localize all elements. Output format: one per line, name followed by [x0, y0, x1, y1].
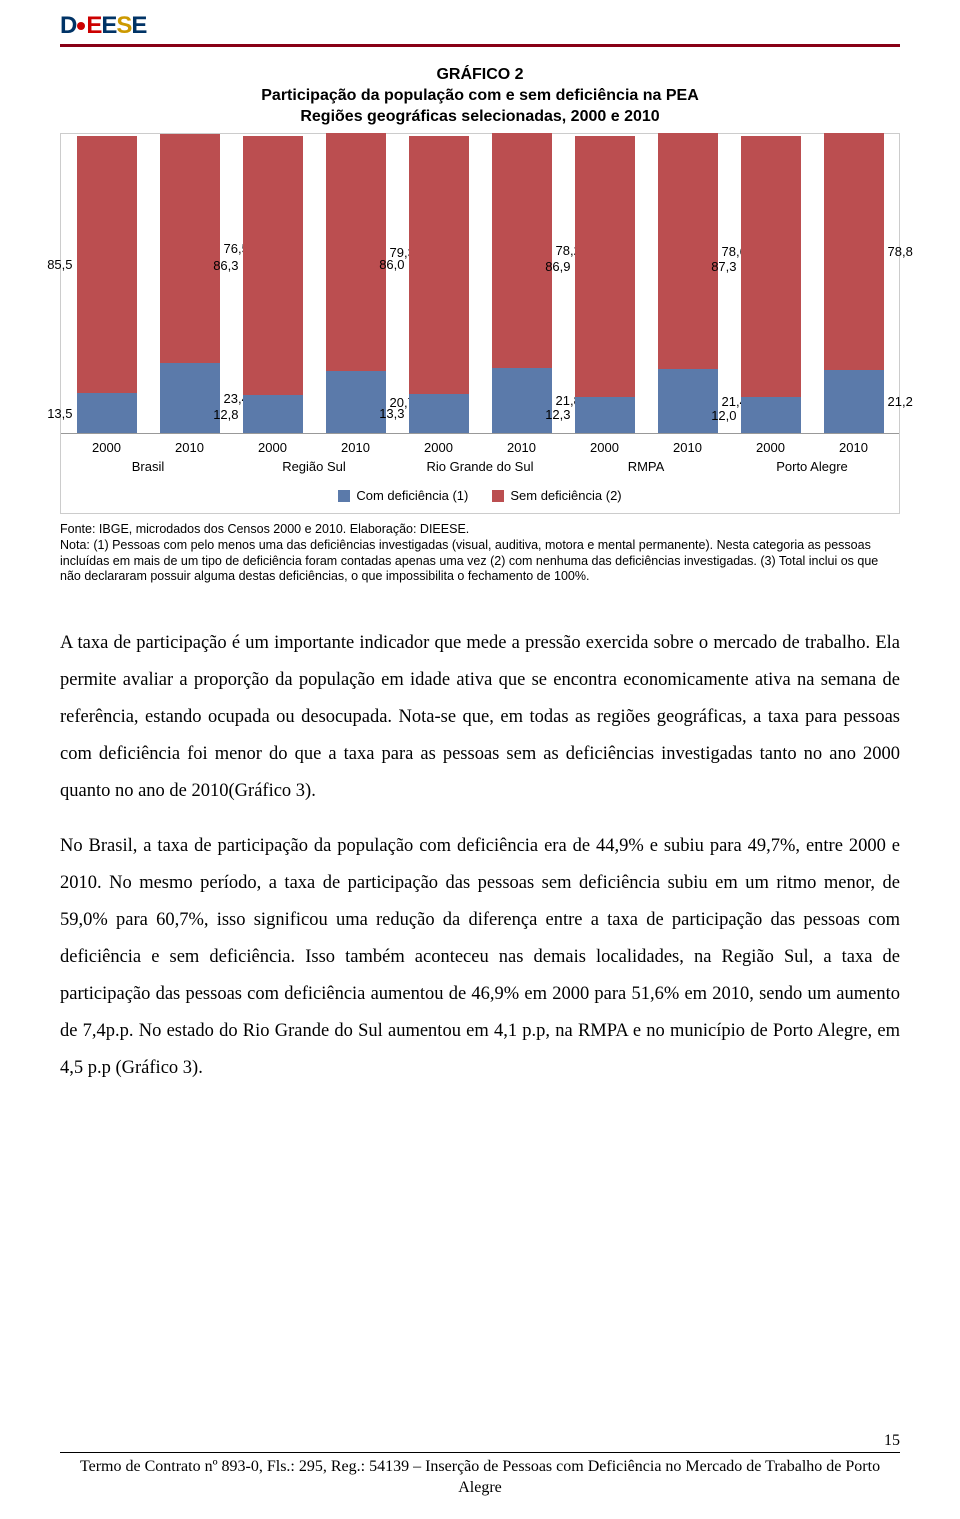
bar-column: 86,912,3 — [575, 133, 635, 433]
bar-column: 79,320,7 — [326, 133, 386, 433]
bar-column: 78,221,8 — [492, 133, 552, 433]
bar-seg-com: 21,8 — [492, 368, 552, 433]
chart-title: GRÁFICO 2 Participação da população com … — [60, 65, 900, 127]
x-year-label: 2010 — [812, 440, 895, 455]
x-year-label: 2010 — [480, 440, 563, 455]
bar-column: 86,013,3 — [409, 133, 469, 433]
x-region-label: RMPA — [563, 459, 729, 474]
legend-swatch-sem — [492, 490, 504, 502]
x-year-label: 2000 — [397, 440, 480, 455]
bar-seg-com: 12,0 — [741, 397, 801, 433]
dieese-logo: DEESE — [60, 12, 900, 40]
bar-column: 76,523,4 — [160, 133, 220, 433]
bar-seg-sem: 79,3 — [326, 133, 386, 371]
bar-column: 86,312,8 — [243, 133, 303, 433]
legend-label-com: Com deficiência (1) — [356, 488, 468, 503]
bar-value-sem: 86,0 — [379, 257, 404, 272]
bar-seg-com: 21,2 — [824, 370, 884, 434]
x-year-label: 2000 — [563, 440, 646, 455]
bar-value-com: 13,3 — [379, 406, 404, 421]
bar-group: 86,312,8 — [231, 133, 314, 433]
bar-group: 85,513,5 — [65, 133, 148, 433]
x-year-label: 2010 — [646, 440, 729, 455]
bar-column: 85,513,5 — [77, 133, 137, 433]
bar-seg-sem: 76,5 — [160, 134, 220, 364]
bar-seg-sem: 86,0 — [409, 136, 469, 394]
bar-column: 78,821,2 — [824, 133, 884, 433]
chart-title-line1: Participação da população com e sem defi… — [60, 86, 900, 107]
x-year-labels: 2000201020002010200020102000201020002010 — [61, 434, 899, 457]
bar-group: 86,013,3 — [397, 133, 480, 433]
bar-seg-sem: 78,6 — [658, 133, 718, 369]
bar-value-com: 12,8 — [213, 407, 238, 422]
bar-group: 86,912,3 — [563, 133, 646, 433]
x-year-label: 2000 — [65, 440, 148, 455]
page-footer: 15 Termo de Contrato nº 893-0, Fls.: 295… — [60, 1432, 900, 1499]
legend-item-sem: Sem deficiência (2) — [492, 488, 621, 503]
bar-seg-com: 13,5 — [77, 393, 137, 434]
legend-item-com: Com deficiência (1) — [338, 488, 468, 503]
bar-value-com: 12,3 — [545, 407, 570, 422]
chart-caption: Fonte: IBGE, microdados dos Censos 2000 … — [60, 522, 900, 585]
x-year-label: 2000 — [729, 440, 812, 455]
bar-value-sem: 86,9 — [545, 259, 570, 274]
x-region-label: Rio Grande do Sul — [397, 459, 563, 474]
footer-text: Termo de Contrato nº 893-0, Fls.: 295, R… — [60, 1457, 900, 1499]
bar-group: 78,621,4 — [646, 133, 729, 433]
page-number: 15 — [60, 1432, 900, 1450]
bar-seg-com: 12,8 — [243, 395, 303, 433]
stacked-bar-chart: 85,513,576,523,486,312,879,320,786,013,3… — [61, 134, 899, 434]
x-region-labels: BrasilRegião SulRio Grande do SulRMPAPor… — [61, 457, 899, 484]
bar-group: 79,320,7 — [314, 133, 397, 433]
bar-seg-sem: 87,3 — [741, 136, 801, 398]
chart-title-line2: Regiões geográficas selecionadas, 2000 e… — [60, 107, 900, 128]
legend-label-sem: Sem deficiência (2) — [510, 488, 621, 503]
header-rule — [60, 44, 900, 47]
x-year-label: 2000 — [231, 440, 314, 455]
bar-seg-com: 23,4 — [160, 363, 220, 433]
bar-group: 76,523,4 — [148, 133, 231, 433]
bar-seg-sem: 85,5 — [77, 136, 137, 393]
chart-container: 85,513,576,523,486,312,879,320,786,013,3… — [60, 133, 900, 514]
bar-group: 78,821,2 — [812, 133, 895, 433]
bar-seg-com: 21,4 — [658, 369, 718, 433]
bar-value-sem: 86,3 — [213, 258, 238, 273]
x-year-label: 2010 — [314, 440, 397, 455]
bar-seg-sem: 86,3 — [243, 136, 303, 395]
x-year-label: 2010 — [148, 440, 231, 455]
bar-seg-com: 13,3 — [409, 394, 469, 434]
x-region-label: Região Sul — [231, 459, 397, 474]
bar-seg-sem: 78,2 — [492, 133, 552, 368]
bar-column: 78,621,4 — [658, 133, 718, 433]
bar-value-sem: 87,3 — [711, 259, 736, 274]
bar-seg-sem: 78,8 — [824, 133, 884, 369]
bar-value-sem: 85,5 — [47, 257, 72, 272]
bar-value-com: 21,2 — [888, 394, 913, 409]
footer-rule — [60, 1452, 900, 1453]
x-region-label: Porto Alegre — [729, 459, 895, 474]
bar-value-sem: 78,8 — [888, 244, 913, 259]
bar-group: 78,221,8 — [480, 133, 563, 433]
x-region-label: Brasil — [65, 459, 231, 474]
body-paragraph-2: No Brasil, a taxa de participação da pop… — [60, 828, 900, 1087]
bar-column: 87,312,0 — [741, 133, 801, 433]
body-paragraph-1: A taxa de participação é um importante i… — [60, 625, 900, 810]
legend-swatch-com — [338, 490, 350, 502]
bar-group: 87,312,0 — [729, 133, 812, 433]
bar-seg-com: 20,7 — [326, 371, 386, 433]
chart-legend: Com deficiência (1) Sem deficiência (2) — [61, 484, 899, 513]
bar-seg-com: 12,3 — [575, 397, 635, 434]
bar-value-com: 12,0 — [711, 408, 736, 423]
bar-value-com: 13,5 — [47, 406, 72, 421]
bar-seg-sem: 86,9 — [575, 136, 635, 397]
chart-number: GRÁFICO 2 — [60, 65, 900, 86]
